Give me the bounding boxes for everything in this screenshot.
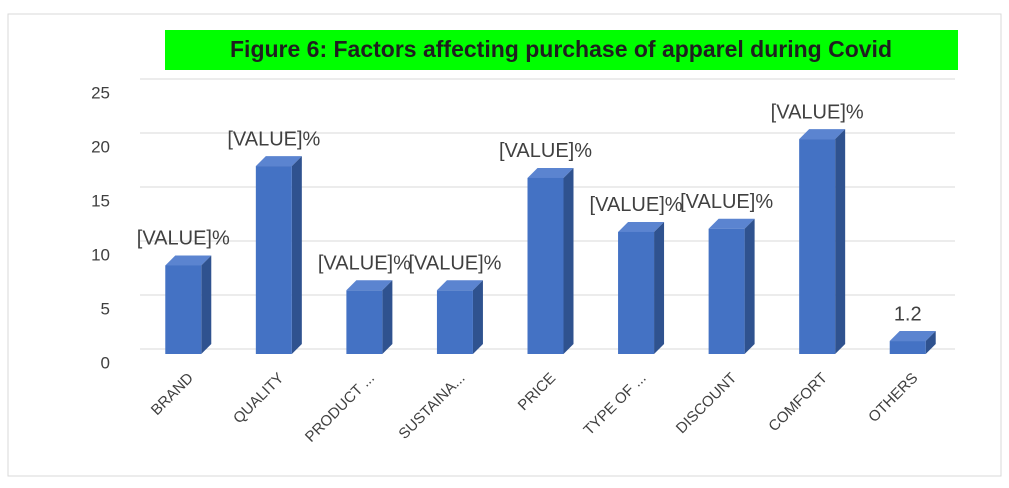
bar-side — [744, 218, 755, 354]
y-tick-label: 0 — [101, 353, 110, 372]
bar-side — [291, 156, 302, 354]
title-background — [165, 30, 958, 70]
bar-front — [346, 290, 383, 354]
bar-front — [165, 265, 202, 354]
bar — [527, 167, 574, 354]
bar — [799, 129, 846, 354]
bar-front — [436, 290, 473, 354]
chart-title: Figure 6: Factors affecting purchase of … — [230, 36, 892, 62]
bar-side — [925, 331, 936, 354]
bar-side — [563, 167, 574, 354]
bar-front — [255, 166, 292, 354]
bar — [889, 331, 936, 354]
data-label: [VALUE]% — [318, 253, 411, 275]
bar — [165, 255, 212, 354]
data-label: [VALUE]% — [590, 194, 683, 216]
data-label: [VALUE]% — [408, 253, 501, 275]
data-label: [VALUE]% — [499, 140, 592, 162]
y-tick-label: 15 — [91, 191, 110, 210]
bar-front — [527, 177, 564, 354]
bar-top — [165, 255, 212, 266]
bar-top — [255, 156, 302, 167]
bar-side — [201, 255, 212, 354]
bar-top — [346, 280, 393, 291]
bar — [708, 218, 755, 354]
bar-front — [708, 228, 745, 354]
y-tick-label: 5 — [101, 299, 110, 318]
bar — [346, 280, 393, 354]
data-label: [VALUE]% — [227, 128, 320, 150]
bar-top — [527, 167, 574, 178]
bar-front — [799, 139, 836, 354]
bar-front — [889, 341, 926, 354]
y-tick-label: 10 — [91, 245, 110, 264]
bar — [618, 221, 665, 354]
bar-side — [472, 280, 483, 354]
bar-side — [835, 129, 846, 354]
bar-top — [618, 221, 665, 232]
bar — [436, 280, 483, 354]
data-label: [VALUE]% — [137, 228, 230, 250]
data-label: 1.2 — [894, 303, 922, 325]
bar-top — [708, 218, 755, 229]
bar-top — [799, 129, 846, 140]
data-label: [VALUE]% — [680, 191, 773, 213]
bar-front — [618, 231, 655, 354]
bar-side — [654, 221, 665, 354]
bar-side — [382, 280, 393, 354]
bar-top — [889, 331, 936, 342]
bar — [255, 156, 302, 354]
y-tick-label: 25 — [91, 83, 110, 102]
data-label: [VALUE]% — [771, 101, 864, 123]
bar-top — [436, 280, 483, 291]
y-tick-label: 20 — [91, 137, 110, 156]
